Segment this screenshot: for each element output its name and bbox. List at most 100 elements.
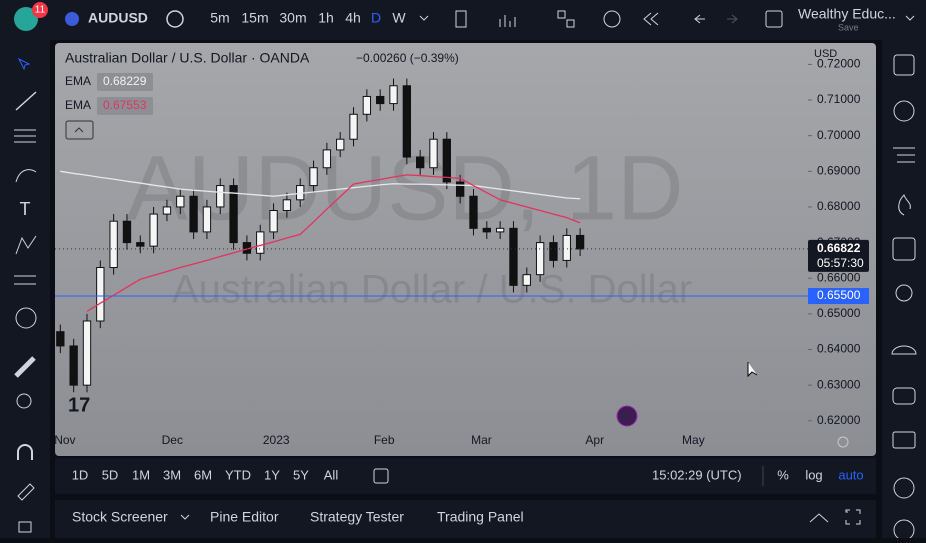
candle-body bbox=[562, 234, 571, 261]
range-button[interactable]: YTD bbox=[225, 467, 251, 482]
candle-body bbox=[362, 95, 372, 115]
y-tick-label: 0.65000 bbox=[817, 306, 861, 320]
chart-title: Australian Dollar / U.S. Dollar · OANDA bbox=[65, 50, 310, 66]
ruler-tool[interactable] bbox=[14, 356, 36, 378]
top-bar bbox=[0, 0, 926, 40]
ideas[interactable] bbox=[895, 284, 913, 302]
emoji-tool[interactable] bbox=[15, 307, 37, 329]
symbol[interactable]: AUDUSD bbox=[88, 10, 148, 26]
panel-tab[interactable]: Strategy Tester bbox=[310, 509, 404, 525]
y-tick-label: 0.62000 bbox=[817, 413, 861, 427]
pattern-tool[interactable] bbox=[15, 235, 37, 255]
candle-body bbox=[522, 274, 531, 286]
range-button[interactable]: 3M bbox=[163, 467, 181, 482]
candle-body bbox=[96, 267, 105, 322]
x-tick-label: Feb bbox=[374, 433, 395, 447]
interval[interactable]: W bbox=[392, 10, 406, 26]
trend-line-tool[interactable] bbox=[15, 91, 37, 111]
fullscreen[interactable] bbox=[765, 10, 783, 28]
scale-option[interactable]: auto bbox=[838, 467, 863, 482]
candle-body bbox=[336, 138, 345, 151]
panel-tab[interactable]: Pine Editor bbox=[210, 509, 279, 525]
indicators[interactable] bbox=[499, 15, 516, 27]
candle-body bbox=[149, 213, 158, 247]
interval[interactable]: 30m bbox=[279, 10, 306, 26]
prediction-tool[interactable] bbox=[14, 275, 36, 285]
candle-body bbox=[349, 113, 358, 140]
hotlist[interactable] bbox=[898, 194, 911, 216]
chats[interactable] bbox=[892, 387, 916, 405]
undo[interactable] bbox=[694, 14, 705, 24]
range-button[interactable]: All bbox=[324, 467, 339, 482]
candle-body bbox=[429, 138, 438, 169]
panel-maximize[interactable] bbox=[845, 509, 861, 525]
alerts[interactable] bbox=[893, 100, 915, 122]
interval[interactable]: 4h bbox=[345, 10, 361, 26]
interval[interactable]: 15m bbox=[241, 10, 268, 26]
notes[interactable] bbox=[892, 431, 916, 449]
panel-collapse[interactable] bbox=[809, 513, 829, 523]
candle-body bbox=[575, 234, 585, 250]
range-button[interactable]: 5D bbox=[102, 467, 119, 482]
candle-body bbox=[189, 195, 198, 233]
layout-name[interactable]: Wealthy Educ... bbox=[798, 6, 896, 22]
zoom-tool[interactable] bbox=[16, 393, 32, 409]
range-button[interactable]: 5Y bbox=[293, 467, 309, 482]
data-window[interactable] bbox=[893, 147, 915, 163]
ema-legend-name: EMA bbox=[65, 74, 91, 88]
range-button[interactable]: 6M bbox=[194, 467, 212, 482]
alert[interactable] bbox=[603, 10, 621, 28]
panel-tab[interactable]: Trading Panel bbox=[437, 509, 524, 525]
scale-option[interactable]: % bbox=[777, 467, 789, 482]
interval[interactable]: 1h bbox=[318, 10, 334, 26]
fib-tool[interactable] bbox=[14, 129, 36, 143]
broadcast[interactable] bbox=[893, 477, 915, 499]
range-button[interactable]: 1M bbox=[132, 467, 150, 482]
ema-legend-box bbox=[97, 73, 153, 91]
add-symbol[interactable] bbox=[166, 10, 184, 28]
clock[interactable]: 15:02:29 (UTC) bbox=[652, 467, 742, 482]
candle-body bbox=[376, 95, 385, 105]
range-button[interactable]: 1Y bbox=[264, 467, 280, 482]
interval-menu[interactable] bbox=[419, 15, 429, 21]
chart-type[interactable] bbox=[455, 10, 467, 28]
replay[interactable] bbox=[643, 12, 659, 26]
magnet-tool[interactable] bbox=[17, 444, 33, 460]
logo[interactable] bbox=[14, 7, 38, 31]
candle-body bbox=[322, 149, 332, 169]
scale-option[interactable]: log bbox=[805, 467, 822, 482]
legend-collapse-icon bbox=[74, 127, 84, 133]
candle-body bbox=[442, 138, 451, 183]
tv-logo: 17 bbox=[68, 394, 90, 416]
text-tool[interactable]: T bbox=[20, 199, 31, 219]
layout-menu[interactable] bbox=[905, 15, 915, 21]
x-tick-label: Nov bbox=[54, 433, 75, 447]
candle-body bbox=[122, 220, 132, 244]
screener-menu[interactable] bbox=[180, 514, 190, 520]
legend-collapse[interactable] bbox=[65, 120, 94, 140]
layouts[interactable] bbox=[557, 10, 566, 19]
range-button[interactable]: 1D bbox=[72, 467, 89, 482]
settings[interactable] bbox=[837, 436, 849, 448]
currency[interactable]: USD bbox=[814, 48, 837, 60]
date-range[interactable] bbox=[373, 468, 389, 484]
interval[interactable]: 5m bbox=[210, 10, 229, 26]
lock-tool[interactable] bbox=[18, 521, 32, 533]
calendar[interactable] bbox=[892, 237, 916, 261]
mouse-cursor bbox=[747, 362, 758, 378]
watchlist[interactable] bbox=[893, 54, 915, 76]
chart-pane bbox=[55, 43, 876, 456]
lock-drawings[interactable] bbox=[17, 483, 35, 501]
candle-body bbox=[469, 195, 478, 229]
streams[interactable] bbox=[891, 345, 917, 355]
events-icon[interactable] bbox=[616, 405, 638, 427]
redo[interactable] bbox=[727, 14, 738, 24]
badge bbox=[32, 2, 48, 18]
cursor-tool[interactable] bbox=[17, 57, 31, 71]
x-tick-label: Mar bbox=[471, 433, 492, 447]
interval[interactable]: D bbox=[371, 10, 381, 26]
save-label[interactable]: Save bbox=[838, 22, 859, 32]
panel-tab[interactable]: Stock Screener bbox=[72, 509, 168, 525]
brush-tool[interactable] bbox=[15, 169, 37, 183]
